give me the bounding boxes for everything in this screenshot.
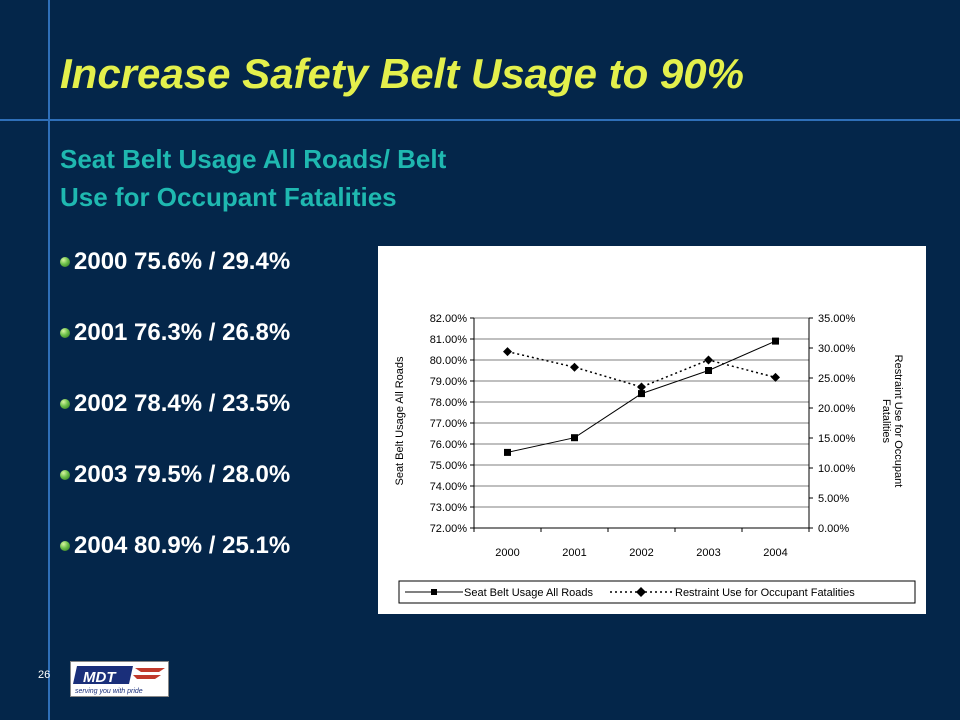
legend-label-belt-usage: Seat Belt Usage All Roads [464, 587, 594, 599]
y-tick-label: 73.00% [430, 502, 468, 514]
data-point-diamond [570, 362, 579, 372]
x-tick-label: 2003 [696, 547, 720, 559]
x-tick-label: 2002 [629, 547, 653, 559]
y-tick-label: 82.00% [430, 313, 468, 325]
y2-tick-label: 30.00% [818, 343, 856, 355]
axes: 72.00% 73.00% 74.00% 75.00% 76.00% 77.00% 78.0… [430, 313, 856, 559]
y2-tick-label: 10.00% [818, 463, 856, 475]
chart-panel: 72.00% 73.00% 74.00% 75.00% 76.00% 77.00% 78.0… [378, 246, 926, 614]
mdt-logo: MDT serving you with pride [70, 661, 169, 697]
y2-axis-label-line-1: Restraint Use for Occupant [892, 355, 904, 488]
data-point-diamond [637, 382, 646, 392]
data-point-square [571, 434, 578, 442]
y-tick-label: 76.00% [430, 439, 468, 451]
bullet-icon [60, 470, 70, 480]
data-point-square [504, 448, 511, 456]
bullet-list: 2000 75.6% / 29.4% 2001 76.3% / 26.8% 20… [60, 248, 290, 603]
data-point-square [705, 367, 712, 374]
bullet-icon [60, 328, 70, 338]
y-tick-label: 74.00% [430, 481, 468, 493]
bullet-text: 2003 79.5% / 28.0% [74, 461, 291, 488]
data-point-diamond [704, 355, 713, 365]
x-tick-label: 2000 [495, 547, 519, 559]
legend: Seat Belt Usage All Roads Restraint Use … [398, 580, 916, 604]
y-tick-label: 80.00% [430, 355, 468, 367]
x-tick-label: 2004 [763, 547, 787, 559]
bullet-text: 2000 75.6% / 29.4% [74, 248, 291, 275]
y2-tick-label: 35.00% [818, 313, 856, 325]
bullet-icon [60, 257, 70, 267]
y2-tick-label: 25.00% [818, 373, 856, 385]
gridlines [474, 317, 809, 529]
y-tick-label: 78.00% [430, 397, 468, 409]
page-number: 26 [38, 669, 51, 681]
slide-subtitle: Seat Belt Usage All Roads/ Belt Use for … [60, 140, 580, 216]
mdt-logo-graphic: MDT serving you with pride [73, 666, 165, 695]
series-line-restraint-use [507, 350, 776, 388]
slide-title: Increase Safety Belt Usage to 90% [60, 50, 744, 97]
data-point-diamond [771, 372, 780, 382]
bullet-item: 2004 80.9% / 25.1% [60, 532, 290, 603]
series [503, 337, 780, 456]
vertical-accent-line [48, 0, 50, 720]
data-point-square [772, 337, 779, 345]
bullet-item: 2001 76.3% / 26.8% [60, 319, 290, 390]
bullet-text: 2001 76.3% / 26.8% [74, 319, 291, 346]
bullet-item: 2003 79.5% / 28.0% [60, 461, 290, 532]
bullet-icon [60, 541, 70, 551]
svg-text:serving you with pride: serving you with pride [75, 688, 143, 695]
subtitle-line-2: Use for Occupant Fatalities [60, 182, 397, 212]
data-point-diamond [503, 347, 512, 357]
bullet-item: 2002 78.4% / 23.5% [60, 390, 290, 461]
bullet-text: 2004 80.9% / 25.1% [74, 532, 291, 559]
y2-tick-label: 5.00% [818, 493, 849, 505]
legend-marker-diamond-icon [636, 587, 646, 597]
y2-tick-label: 0.00% [818, 523, 849, 535]
y-tick-label: 79.00% [430, 376, 468, 388]
y-axis-label: Seat Belt Usage All Roads [394, 356, 406, 486]
legend-marker-square-icon [431, 589, 437, 595]
data-point-square [638, 390, 645, 398]
bullet-item: 2000 75.6% / 29.4% [60, 248, 290, 319]
y-tick-label: 75.00% [430, 460, 468, 472]
horizontal-accent-line [0, 119, 960, 121]
y-tick-label: 81.00% [430, 334, 468, 346]
x-tick-label: 2001 [562, 547, 586, 559]
y2-tick-label: 20.00% [818, 403, 856, 415]
subtitle-line-1: Seat Belt Usage All Roads/ Belt [60, 144, 447, 174]
y2-tick-label: 15.00% [818, 433, 856, 445]
legend-label-restraint-use: Restraint Use for Occupant Fatalities [675, 587, 855, 599]
chart-svg: 72.00% 73.00% 74.00% 75.00% 76.00% 77.00% 78.0… [394, 313, 916, 604]
svg-text:MDT: MDT [83, 669, 117, 686]
y-tick-label: 77.00% [430, 418, 468, 430]
y-tick-label: 72.00% [430, 523, 468, 535]
bullet-text: 2002 78.4% / 23.5% [74, 390, 291, 417]
bullet-icon [60, 399, 70, 409]
y2-axis-label-line-2: Fatalities [880, 399, 892, 444]
